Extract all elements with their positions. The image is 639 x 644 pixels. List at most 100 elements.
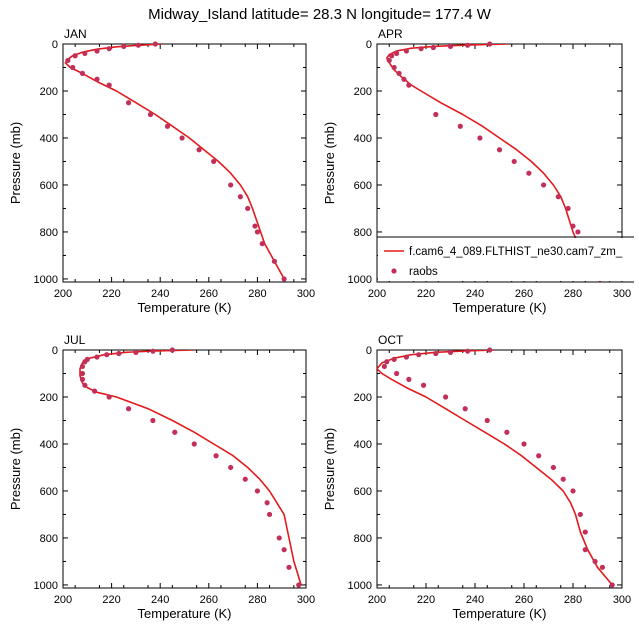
data-point-raobs	[496, 147, 503, 153]
x-axis-label: Temperature (K)	[138, 606, 232, 621]
data-point-raobs	[433, 350, 439, 357]
x-tick-label: 220	[417, 594, 435, 606]
data-point-raobs	[560, 476, 566, 482]
data-point-raobs	[150, 417, 156, 424]
x-tick-label: 300	[297, 594, 315, 606]
data-point-raobs	[126, 406, 132, 412]
data-point-raobs	[281, 547, 287, 553]
data-point-raobs	[94, 48, 100, 54]
x-tick-label: 260	[515, 594, 533, 606]
data-point-raobs	[264, 500, 270, 506]
data-point-raobs	[418, 46, 424, 52]
x-axis-label: Temperature (K)	[453, 300, 547, 315]
data-point-raobs	[484, 417, 490, 424]
x-tick-label: 300	[297, 288, 315, 300]
y-tick-label: 400	[40, 133, 58, 145]
x-tick-label: 300	[613, 594, 631, 606]
panel-title: OCT	[378, 333, 404, 347]
data-point-raobs	[211, 158, 217, 165]
y-tick-label: 0	[52, 39, 58, 51]
data-point-raobs	[281, 276, 287, 282]
data-point-raobs	[172, 429, 178, 435]
data-point-raobs	[254, 229, 260, 235]
series-line-model	[79, 350, 302, 586]
data-point-raobs	[550, 464, 557, 471]
data-point-raobs	[416, 352, 422, 358]
x-tick-label: 220	[417, 288, 435, 300]
data-point-raobs	[94, 76, 100, 82]
data-point-raobs	[296, 582, 302, 588]
data-point-raobs	[94, 354, 100, 360]
data-point-raobs	[116, 350, 122, 357]
y-tick-label: 400	[354, 439, 372, 451]
y-tick-label: 600	[354, 486, 372, 498]
data-point-raobs	[381, 363, 387, 370]
data-point-raobs	[391, 64, 397, 71]
data-point-raobs	[609, 582, 615, 588]
data-point-raobs	[447, 43, 454, 49]
data-point-raobs	[599, 564, 606, 570]
data-point-raobs	[465, 348, 471, 354]
data-point-raobs	[394, 50, 400, 56]
data-point-raobs	[555, 194, 561, 200]
x-tick-label: 240	[151, 288, 169, 300]
x-tick-label: 260	[200, 288, 218, 300]
data-point-raobs	[147, 111, 154, 118]
data-point-raobs	[420, 382, 427, 388]
data-point-raobs	[403, 354, 409, 360]
data-point-raobs	[104, 352, 110, 358]
legend-raobs-swatch	[391, 268, 397, 274]
data-point-raobs	[447, 349, 454, 355]
y-tick-label: 800	[40, 227, 58, 239]
data-point-raobs	[276, 535, 282, 541]
x-tick-label: 200	[368, 594, 386, 606]
data-point-raobs	[570, 488, 576, 494]
y-tick-label: 1000	[34, 580, 58, 592]
data-point-raobs	[462, 406, 468, 412]
y-tick-label: 0	[366, 39, 372, 51]
panel-oct: OCT 200 220 240 260 280 300 0 200 400 600 800 1000 Te…	[322, 333, 631, 621]
series-line-model	[64, 44, 285, 280]
data-point-raobs	[406, 82, 412, 88]
data-point-raobs	[570, 223, 576, 229]
data-point-raobs	[582, 547, 588, 553]
x-tick-label: 280	[248, 288, 266, 300]
data-point-raobs	[164, 123, 171, 129]
y-tick-label: 200	[40, 392, 58, 404]
y-tick-label: 800	[354, 533, 372, 545]
panels: JAN 200 220 240 260 280 300 0 200 400 600 800 1000 Te…	[8, 27, 634, 621]
legend-raobs-label: raobs	[409, 266, 438, 278]
data-point-raobs	[521, 441, 527, 447]
data-point-raobs	[82, 382, 88, 388]
y-tick-label: 200	[354, 392, 372, 404]
y-tick-label: 200	[354, 86, 372, 98]
x-axis-label: Temperature (K)	[138, 300, 232, 315]
y-tick-label: 800	[40, 533, 58, 545]
x-tick-label: 220	[102, 288, 120, 300]
x-tick-label: 240	[466, 594, 484, 606]
y-tick-label: 0	[52, 345, 58, 357]
data-point-raobs	[457, 123, 463, 129]
data-point-raobs	[386, 57, 392, 64]
data-point-raobs	[271, 258, 278, 264]
panel-title: APR	[378, 27, 403, 41]
x-tick-label: 300	[613, 288, 631, 300]
data-point-raobs	[72, 53, 78, 59]
data-point-raobs	[106, 394, 112, 400]
data-point-raobs	[82, 50, 88, 56]
data-point-raobs	[228, 464, 234, 471]
data-point-raobs	[465, 42, 471, 48]
y-tick-label: 1000	[348, 580, 372, 592]
data-point-raobs	[152, 41, 158, 47]
x-tick-label: 200	[54, 594, 72, 606]
data-point-raobs	[79, 363, 86, 370]
data-point-raobs	[82, 359, 88, 365]
data-point-raobs	[106, 46, 112, 52]
y-tick-label: 800	[354, 227, 372, 239]
data-point-raobs	[536, 453, 542, 459]
x-tick-label: 280	[564, 594, 582, 606]
data-point-raobs	[504, 429, 510, 435]
y-tick-label: 400	[40, 439, 58, 451]
data-point-raobs	[191, 441, 197, 447]
data-point-raobs	[391, 356, 397, 362]
